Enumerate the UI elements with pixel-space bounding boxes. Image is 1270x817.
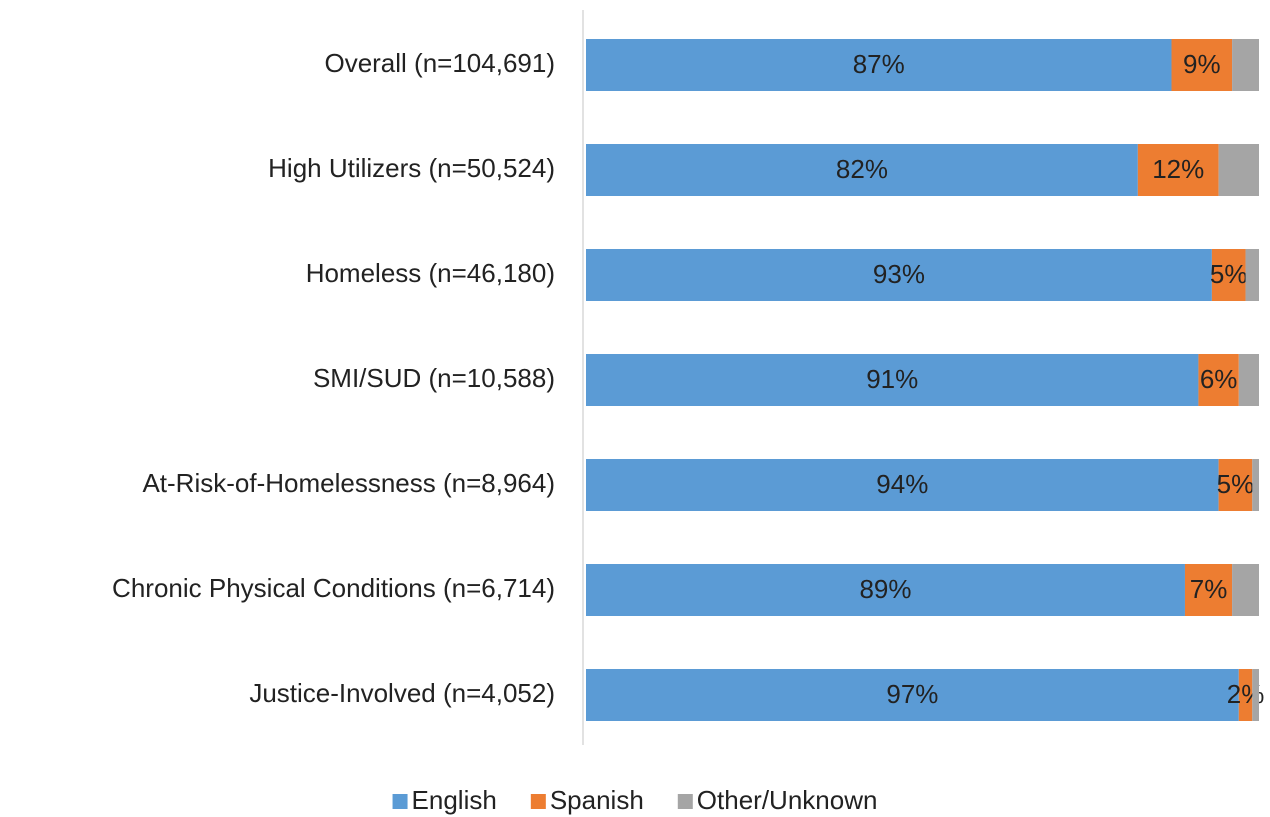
data-label: 93% — [873, 259, 925, 289]
data-label: 5% — [1210, 259, 1248, 289]
bar-segment — [586, 459, 1219, 511]
data-label: 5% — [1217, 469, 1255, 499]
bar-segment — [586, 354, 1199, 406]
legend-label: English — [412, 785, 497, 815]
data-label: 82% — [836, 154, 888, 184]
legend-label: Spanish — [550, 785, 644, 815]
data-label: 7% — [1190, 574, 1228, 604]
bar-segment — [586, 144, 1138, 196]
category-label: High Utilizers (n=50,524) — [268, 153, 555, 183]
legend-swatch — [530, 794, 546, 809]
bar-segment — [1252, 459, 1259, 511]
bar-segment — [1252, 669, 1259, 721]
bar-segment — [586, 669, 1239, 721]
category-label: SMI/SUD (n=10,588) — [313, 363, 555, 393]
bar-segment — [1184, 564, 1233, 616]
bar-segment — [1198, 354, 1239, 406]
category-label: Chronic Physical Conditions (n=6,714) — [112, 573, 555, 603]
data-label: 6% — [1200, 364, 1238, 394]
category-label: Homeless (n=46,180) — [306, 258, 555, 288]
bar-segment — [1232, 564, 1259, 616]
bar-segment — [1218, 459, 1253, 511]
data-label: 91% — [866, 364, 918, 394]
legend-swatch — [677, 794, 693, 809]
bar-segment — [586, 564, 1185, 616]
bar-segment — [1218, 144, 1259, 196]
data-label: 97% — [886, 679, 938, 709]
bar-segment — [1232, 39, 1259, 91]
bar-segment — [1137, 144, 1219, 196]
data-label: 12% — [1152, 154, 1204, 184]
bar-segment — [1238, 354, 1259, 406]
data-label: 9% — [1183, 49, 1221, 79]
category-label: Overall (n=104,691) — [324, 48, 555, 78]
category-label: Justice-Involved (n=4,052) — [249, 678, 555, 708]
data-label: 94% — [876, 469, 928, 499]
legend-swatch — [392, 794, 408, 809]
bar-segment — [1238, 669, 1253, 721]
bar-segment — [1171, 39, 1233, 91]
bar-segment — [586, 39, 1172, 91]
legend-label: Other/Unknown — [697, 785, 878, 815]
bar-segment — [586, 249, 1212, 301]
data-label: 87% — [853, 49, 905, 79]
data-label: 89% — [859, 574, 911, 604]
bar-segment — [1211, 249, 1246, 301]
bar-segment — [1245, 249, 1259, 301]
category-label: At-Risk-of-Homelessness (n=8,964) — [142, 468, 555, 498]
